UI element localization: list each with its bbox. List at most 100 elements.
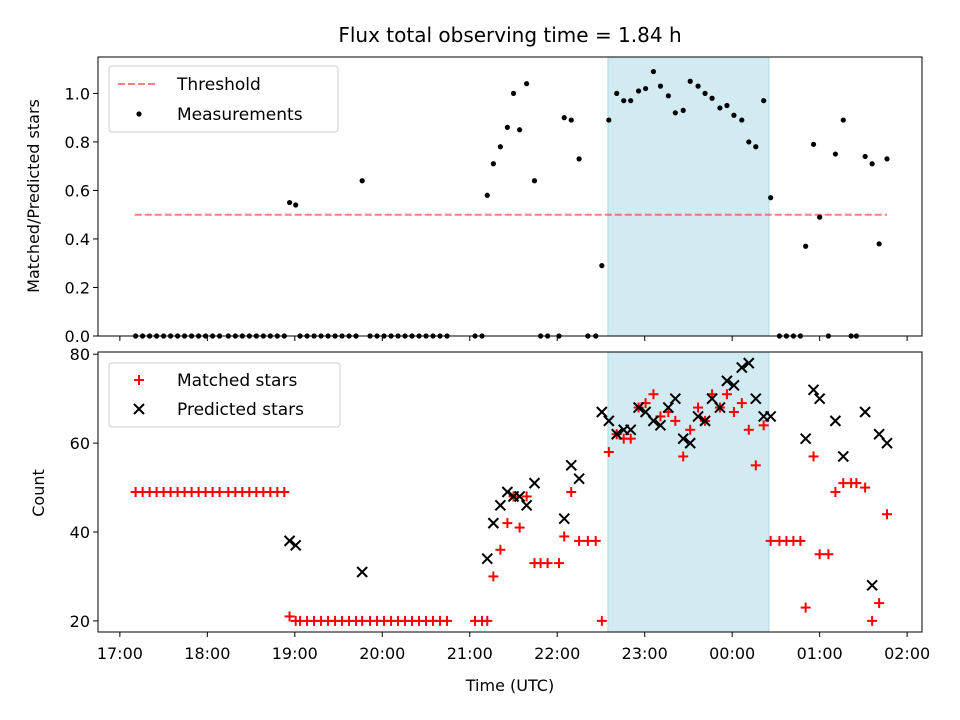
matched-star-point [596, 615, 607, 626]
measurement-point [517, 127, 523, 133]
matched-star-point [882, 509, 893, 520]
top-legend: Threshold Measurements [108, 65, 339, 133]
predicted-star-point [289, 539, 302, 552]
predicted-star-point [639, 406, 652, 418]
measurement-point [606, 117, 612, 123]
matched-star-point [214, 487, 225, 497]
measurement-point [672, 110, 678, 116]
matched-star-point [482, 615, 493, 626]
measurement-point [510, 90, 517, 96]
predicted-star-point [669, 392, 682, 405]
predicted-star-point [632, 401, 645, 414]
measurement-point [739, 117, 745, 123]
matched-star-point [743, 424, 754, 435]
measurement-point [286, 199, 293, 206]
matched-star-point [603, 447, 614, 457]
matched-star-point [279, 487, 290, 497]
measurement-point [753, 144, 759, 150]
top-y-tick-label: 1.0 [65, 84, 90, 103]
predicted-star-point [684, 437, 696, 449]
matched-star-point [625, 433, 636, 444]
matched-star-point [874, 598, 885, 609]
measurement-point [490, 161, 496, 167]
predicted-star-point [736, 361, 748, 374]
measurement-point [869, 161, 875, 167]
measurement-point [840, 117, 846, 123]
bottom-y-tick-label: 20 [70, 612, 90, 631]
predicted-star-point [528, 477, 541, 489]
matched-star-point [728, 407, 739, 417]
predicted-star-point [829, 415, 842, 427]
predicted-star-point [654, 419, 667, 432]
measurement-point [576, 156, 582, 162]
top-highlight-span [607, 56, 770, 337]
matched-star-point [823, 549, 834, 560]
measurement-point [709, 95, 715, 101]
top-y-tick-label: 0.0 [65, 327, 90, 346]
predicted-star-point [706, 392, 718, 405]
matched-star-point [574, 535, 585, 546]
predicted-star-point [603, 415, 615, 427]
measurement-point [731, 112, 737, 118]
matched-star-point [514, 522, 525, 533]
predicted-star-point [520, 499, 533, 512]
measurement-point [484, 192, 490, 198]
measurement-point [657, 83, 664, 89]
predicted-star-point [866, 579, 878, 592]
bottom-y-tick-label: 80 [70, 345, 90, 364]
matched-star-point [851, 478, 862, 489]
predicted-star-point [494, 499, 507, 512]
bottom-axes-frame [97, 351, 923, 633]
top-ylabel: Matched/Predicted stars [24, 99, 43, 293]
matched-star-point [284, 611, 295, 622]
predicted-star-point [356, 566, 368, 578]
predicted-star-point [881, 437, 893, 449]
predicted-star-point [573, 472, 585, 485]
measurement-point [359, 178, 365, 184]
predicted-star-point [813, 392, 826, 405]
predicted-star-point [677, 432, 689, 445]
x-tick-label: 01:00 [797, 644, 843, 663]
matched-stars-points [130, 389, 893, 626]
measurement-point [862, 153, 868, 160]
measurement-point [803, 243, 809, 249]
matched-star-point [488, 571, 499, 582]
legend-predicted-swatch [133, 403, 145, 415]
bottom-ylabel: Count [29, 469, 48, 517]
matched-star-point [814, 549, 825, 560]
legend-threshold-label: Threshold [176, 75, 261, 95]
predicted-star-point [513, 490, 526, 503]
matched-star-point [542, 558, 553, 569]
predicted-star-point [692, 410, 704, 423]
measurement-point [599, 263, 605, 269]
measurement-point [884, 156, 890, 162]
matched-star-point [521, 491, 532, 502]
matched-star-point [648, 389, 659, 400]
measurement-point [761, 98, 767, 104]
predicted-star-point [565, 459, 577, 472]
matched-star-point [765, 535, 776, 546]
predicted-star-point [764, 410, 777, 423]
measurement-point [876, 241, 882, 247]
measurement-point [717, 105, 723, 111]
measurement-point [642, 85, 649, 92]
measurement-point [650, 68, 657, 75]
bottom-x-ticks: 17:00 18:00 19:00 20:00 21:00 22:00 23:00 00:00… [97, 632, 930, 663]
measurement-point [724, 102, 730, 109]
measurement-point [687, 78, 693, 84]
top-y-ticks: 0.0 0.2 0.4 0.6 0.8 1.0 [65, 84, 98, 346]
predicted-star-point [859, 406, 871, 418]
legend-matched-swatch [134, 375, 144, 385]
x-axis-label: Time (UTC) [465, 676, 554, 695]
legend-measurements-label: Measurements [177, 105, 303, 125]
measurement-point [561, 115, 567, 121]
matched-star-point [590, 535, 601, 546]
predicted-star-point [596, 406, 608, 418]
measurement-point [665, 93, 671, 99]
legend-matched-label: Matched stars [177, 371, 297, 391]
measurement-point [531, 178, 538, 184]
matched-star-point [800, 602, 811, 613]
x-tick-label: 18:00 [184, 644, 230, 663]
matched-star-point [495, 544, 506, 555]
